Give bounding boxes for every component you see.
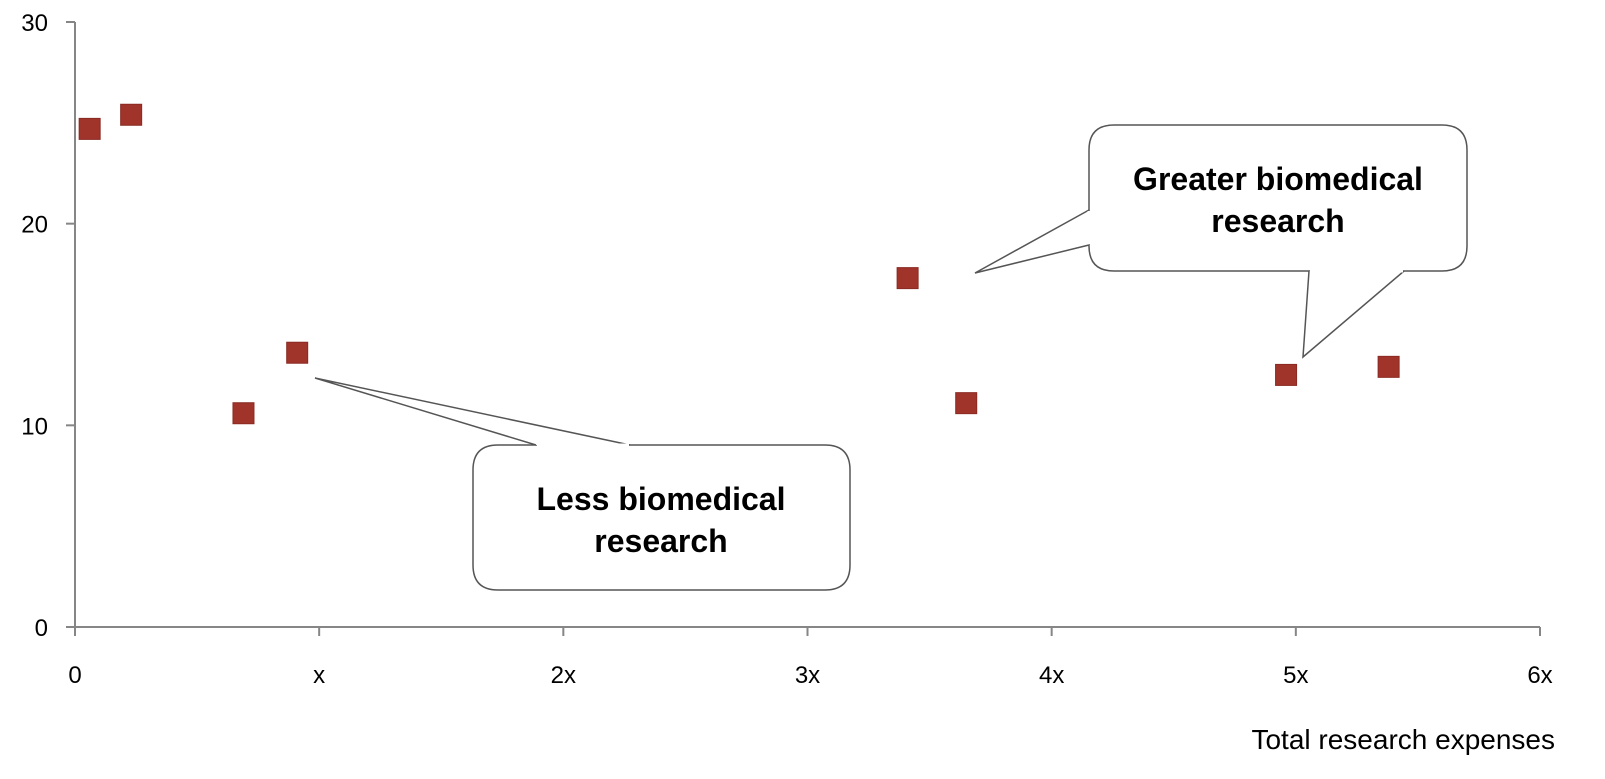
callout-less-research-line-2: research (594, 523, 727, 559)
data-point (286, 341, 309, 364)
data-point (232, 402, 255, 425)
data-point (120, 103, 143, 126)
callout-greater-research-line-1: Greater biomedical (1133, 161, 1423, 197)
data-point (1275, 363, 1298, 386)
y-tick-label: 0 (35, 615, 48, 642)
x-tick-label: x (313, 662, 325, 689)
data-points (78, 103, 1400, 425)
callout-greater-research-pointer-bottom (1302, 270, 1405, 359)
y-tick-label: 30 (21, 10, 48, 37)
x-tick-label: 4x (1039, 662, 1064, 689)
ticks: 0 x 2x 3x 4x 5x 6x 0 10 20 30 (21, 10, 1552, 689)
callout-less-research-pointer (314, 377, 631, 446)
y-tick-label: 20 (21, 212, 48, 239)
callout-less-research-box (472, 444, 851, 591)
x-tick-label: 5x (1283, 662, 1308, 689)
y-tick-label: 10 (21, 413, 48, 440)
x-tick-label: 3x (795, 662, 820, 689)
x-axis-title: Total research expenses (1251, 724, 1555, 755)
x-tick-label: 0 (68, 662, 81, 689)
data-point (78, 117, 101, 140)
callouts: Less biomedical research Greater biomedi… (314, 124, 1468, 591)
data-point (896, 267, 919, 290)
x-tick-label: 2x (551, 662, 576, 689)
callout-greater-research-pointer-left (974, 209, 1090, 274)
callout-greater-research-box (1088, 124, 1468, 272)
x-tick-label: 6x (1527, 662, 1552, 689)
data-point (955, 392, 978, 415)
data-point (1377, 355, 1400, 378)
callout-less-research-line-1: Less biomedical (537, 481, 786, 517)
callout-greater-research-line-2: research (1211, 203, 1344, 239)
